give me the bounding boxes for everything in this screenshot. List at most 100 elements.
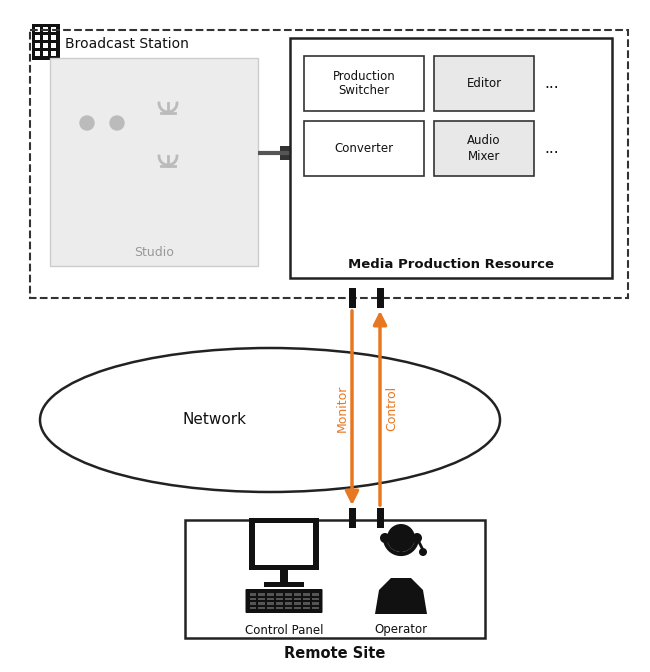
Text: Network: Network xyxy=(183,413,247,427)
Bar xyxy=(303,593,309,595)
FancyBboxPatch shape xyxy=(60,106,151,174)
Text: Operator: Operator xyxy=(374,624,428,636)
Bar xyxy=(43,43,48,48)
Circle shape xyxy=(387,524,415,552)
FancyBboxPatch shape xyxy=(161,142,175,160)
Bar xyxy=(250,597,256,600)
Bar xyxy=(51,27,56,32)
Bar xyxy=(376,508,384,528)
Bar xyxy=(259,597,265,600)
Bar xyxy=(311,593,318,595)
Bar xyxy=(290,38,612,278)
Bar xyxy=(215,159,219,163)
Circle shape xyxy=(229,148,238,157)
Polygon shape xyxy=(200,148,206,157)
Bar xyxy=(376,288,384,308)
Text: Broadcast Station: Broadcast Station xyxy=(65,37,189,51)
Bar xyxy=(303,607,309,609)
Polygon shape xyxy=(200,93,206,101)
Bar xyxy=(250,602,256,605)
Circle shape xyxy=(209,82,216,90)
Bar xyxy=(222,104,226,108)
Text: ...: ... xyxy=(544,76,558,91)
Bar xyxy=(43,27,48,32)
Bar xyxy=(50,58,258,266)
Bar xyxy=(222,159,226,163)
Text: Production
Switcher: Production Switcher xyxy=(333,69,395,97)
Text: ...: ... xyxy=(544,141,558,156)
Circle shape xyxy=(211,84,214,87)
Circle shape xyxy=(419,548,427,556)
Bar xyxy=(43,50,48,56)
Bar xyxy=(294,593,301,595)
Bar xyxy=(267,602,274,605)
Bar xyxy=(51,43,56,48)
Bar xyxy=(267,597,274,600)
Bar xyxy=(311,602,318,605)
Bar xyxy=(185,520,485,638)
Bar xyxy=(259,593,265,595)
Bar xyxy=(35,50,40,56)
Bar xyxy=(280,146,290,160)
Bar xyxy=(294,597,301,600)
Bar xyxy=(276,607,283,609)
FancyBboxPatch shape xyxy=(161,89,175,107)
Text: Remote Site: Remote Site xyxy=(284,646,385,661)
Circle shape xyxy=(220,137,228,145)
Bar xyxy=(35,35,40,40)
Bar xyxy=(304,56,424,111)
Text: Control Panel: Control Panel xyxy=(245,624,323,636)
Bar xyxy=(215,104,219,108)
Text: Media Production Resource: Media Production Resource xyxy=(348,257,554,271)
Bar xyxy=(250,607,256,609)
FancyBboxPatch shape xyxy=(246,589,322,613)
Circle shape xyxy=(229,93,238,101)
Bar xyxy=(303,597,309,600)
Bar xyxy=(208,104,212,108)
Text: Converter: Converter xyxy=(335,142,393,155)
Circle shape xyxy=(209,137,216,145)
Text: Control: Control xyxy=(385,386,398,431)
Circle shape xyxy=(110,116,124,130)
Ellipse shape xyxy=(40,348,500,492)
Bar xyxy=(285,593,292,595)
Bar xyxy=(35,27,40,32)
Bar xyxy=(208,159,212,163)
Bar xyxy=(348,508,356,528)
Circle shape xyxy=(380,533,390,543)
Bar xyxy=(285,597,292,600)
Bar xyxy=(250,593,256,595)
Circle shape xyxy=(211,139,214,142)
FancyBboxPatch shape xyxy=(77,130,97,146)
Bar xyxy=(311,597,318,600)
Bar xyxy=(32,24,60,60)
Text: Audio
Mixer: Audio Mixer xyxy=(467,134,500,163)
Text: Studio: Studio xyxy=(134,245,174,259)
Bar xyxy=(276,602,283,605)
Bar xyxy=(304,121,424,176)
FancyBboxPatch shape xyxy=(107,130,127,146)
Bar xyxy=(51,35,56,40)
Bar xyxy=(303,602,309,605)
Bar xyxy=(259,607,265,609)
Bar xyxy=(311,607,318,609)
Bar xyxy=(206,90,230,104)
Bar xyxy=(285,602,292,605)
Bar xyxy=(43,35,48,40)
Bar xyxy=(434,121,534,176)
Bar xyxy=(276,597,283,600)
Bar xyxy=(276,593,283,595)
Bar xyxy=(267,593,274,595)
Bar xyxy=(206,145,230,159)
Polygon shape xyxy=(375,578,427,614)
Bar xyxy=(264,582,304,587)
Circle shape xyxy=(412,533,422,543)
Text: Monitor: Monitor xyxy=(335,384,348,431)
Text: Editor: Editor xyxy=(467,77,502,90)
Bar xyxy=(267,607,274,609)
Bar xyxy=(255,523,313,564)
Circle shape xyxy=(80,116,94,130)
Bar xyxy=(285,607,292,609)
Bar xyxy=(294,607,301,609)
Circle shape xyxy=(222,139,226,142)
